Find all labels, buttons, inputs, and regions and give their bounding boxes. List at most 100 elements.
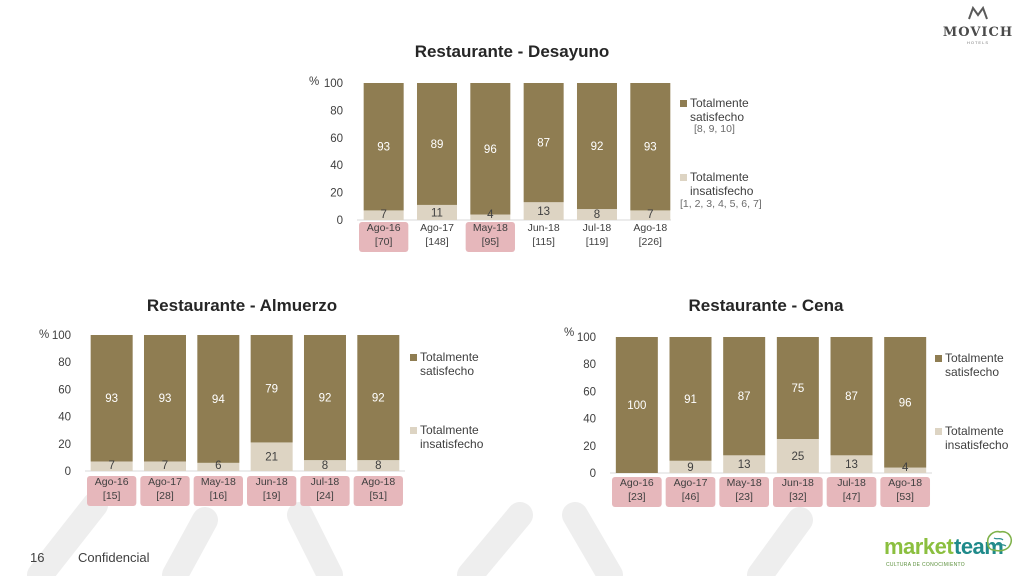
- bar-segment-satisfecho: [303, 335, 346, 461]
- x-base-label: [53]: [896, 491, 914, 503]
- x-category-label: Ago-18: [633, 222, 667, 234]
- y-tick-label: 40: [330, 160, 343, 172]
- data-label-satisfecho: 93: [644, 142, 657, 154]
- confidential-label: Confidencial: [78, 550, 150, 565]
- category-highlight: [246, 476, 297, 506]
- chart-almuerzo: 0 20 40 60 80 100% 93 7 Ago-16 [15] 93 7 Ago-17 [28] 9…: [30, 322, 410, 512]
- bar-segment-satisfecho: [143, 335, 186, 462]
- category-highlight: [612, 477, 662, 507]
- chart-title-cena: Restaurante - Cena: [688, 296, 844, 315]
- movich-logo-text: MOVICH: [942, 25, 1014, 40]
- category-highlight: [773, 477, 823, 507]
- data-label-satisfecho: 79: [265, 384, 278, 396]
- chart-cena: 0 20 40 60 80 100% 100 Ago-16 [23] 91 9 Ago-17 [46] 8…: [555, 323, 935, 513]
- bar-segment-insatisfecho: [357, 460, 400, 471]
- y-axis-unit-label: %: [564, 327, 574, 339]
- x-base-label: [19]: [263, 490, 281, 502]
- data-label-insatisfecho: 13: [738, 459, 751, 471]
- category-highlight: [465, 222, 515, 252]
- bar-segment-insatisfecho: [363, 210, 404, 220]
- bar-segment-insatisfecho: [470, 214, 511, 220]
- bar-segment-insatisfecho: [523, 202, 564, 220]
- data-label-insatisfecho: 13: [845, 459, 858, 471]
- x-category-label: Jun-18: [528, 222, 560, 234]
- legend-label-insatisfecho: Totalmente insatisfecho: [420, 423, 484, 451]
- category-highlight: [140, 476, 190, 506]
- legend-swatch-insatisfecho: [410, 427, 417, 434]
- y-tick-label: 80: [330, 105, 343, 117]
- category-highlight: [300, 476, 350, 506]
- y-tick-label: 80: [583, 359, 596, 371]
- x-base-label: [23]: [628, 491, 646, 503]
- bar-segment-satisfecho: [830, 337, 873, 456]
- data-label-insatisfecho: 21: [265, 452, 278, 464]
- data-label-insatisfecho: 11: [431, 207, 443, 219]
- chart-title-desayuno: Restaurante - Desayuno: [414, 42, 610, 61]
- data-label-insatisfecho: 4: [487, 209, 494, 221]
- data-label-satisfecho: 87: [845, 391, 858, 403]
- y-tick-label: 20: [330, 188, 343, 200]
- data-label-insatisfecho: 6: [215, 460, 221, 472]
- y-tick-label: 0: [65, 466, 71, 478]
- data-label-satisfecho: 93: [105, 393, 118, 405]
- x-base-label: [226]: [639, 236, 662, 248]
- data-label-insatisfecho: 8: [594, 209, 600, 221]
- bar-segment-satisfecho: [523, 83, 564, 203]
- x-base-label: [28]: [156, 490, 174, 502]
- x-category-label: Ago-17: [420, 222, 454, 234]
- legend-desayuno: Totalmente satisfecho [8, 9, 10] Totalme…: [680, 96, 800, 216]
- y-tick-label: 40: [583, 414, 596, 426]
- x-category-label: Ago-17: [674, 477, 708, 489]
- category-highlight: [359, 222, 409, 252]
- bar-segment-insatisfecho: [90, 461, 133, 471]
- marketteam-tagline: CULTURA DE CONOCIMIENTO: [886, 562, 965, 568]
- brain-icon: [986, 530, 1013, 552]
- bar-segment-insatisfecho: [669, 460, 712, 473]
- legend-label-insatisfecho: Totalmente insatisfecho: [945, 424, 1009, 452]
- bar-segment-insatisfecho: [303, 460, 346, 471]
- bar-segment-satisfecho: [90, 335, 133, 462]
- bar-segment-insatisfecho: [723, 455, 766, 473]
- bar-segment-insatisfecho: [197, 462, 240, 471]
- x-category-label: Ago-18: [361, 476, 395, 488]
- x-base-label: [115]: [532, 236, 555, 248]
- page-number: 16: [30, 550, 45, 565]
- y-tick-label: 20: [583, 441, 596, 453]
- bar-segment-satisfecho: [250, 335, 293, 443]
- bar-segment-satisfecho: [576, 83, 617, 210]
- bar-segment-satisfecho: [884, 337, 927, 468]
- y-tick-label: 100: [52, 330, 71, 342]
- y-tick-label: 60: [330, 133, 343, 145]
- y-axis-unit-label: %: [39, 329, 49, 341]
- data-label-insatisfecho: 25: [791, 451, 804, 463]
- data-label-satisfecho: 92: [372, 393, 385, 405]
- data-label-insatisfecho: 8: [375, 460, 381, 472]
- data-label-insatisfecho: 8: [322, 460, 328, 472]
- data-label-insatisfecho: 13: [537, 206, 550, 218]
- bar-segment-satisfecho: [363, 83, 404, 211]
- category-highlight: [193, 476, 243, 506]
- bar-segment-insatisfecho: [576, 209, 617, 220]
- x-base-label: [95]: [482, 236, 500, 248]
- x-base-label: [70]: [375, 236, 393, 248]
- category-highlight: [87, 476, 137, 506]
- legend-swatch-satisfecho: [935, 355, 942, 362]
- category-highlight: [719, 477, 770, 507]
- chart-svg: 020406080100%100Ago-16[23]919Ago-17[46]8…: [564, 327, 932, 507]
- x-category-label: Ago-17: [148, 476, 182, 488]
- bar-segment-satisfecho: [470, 83, 511, 215]
- legend-note-insatisfecho: [1, 2, 3, 4, 5, 6, 7]: [680, 198, 762, 210]
- movich-mark-icon: [968, 5, 988, 20]
- x-base-label: [46]: [682, 491, 700, 503]
- category-highlight: [665, 477, 716, 507]
- y-tick-label: 100: [324, 78, 343, 90]
- x-category-label: May-18: [727, 477, 762, 489]
- category-highlight: [880, 477, 931, 507]
- chart-svg: 020406080100%937Ago-16[70]8911Ago-17[148…: [309, 76, 671, 252]
- x-base-label: [32]: [789, 491, 807, 503]
- y-tick-label: 80: [58, 357, 71, 369]
- marketteam-logo-text-a: market: [884, 534, 954, 559]
- x-category-label: Jul-18: [837, 477, 866, 489]
- legend-label-insatisfecho: Totalmente insatisfecho: [690, 170, 754, 198]
